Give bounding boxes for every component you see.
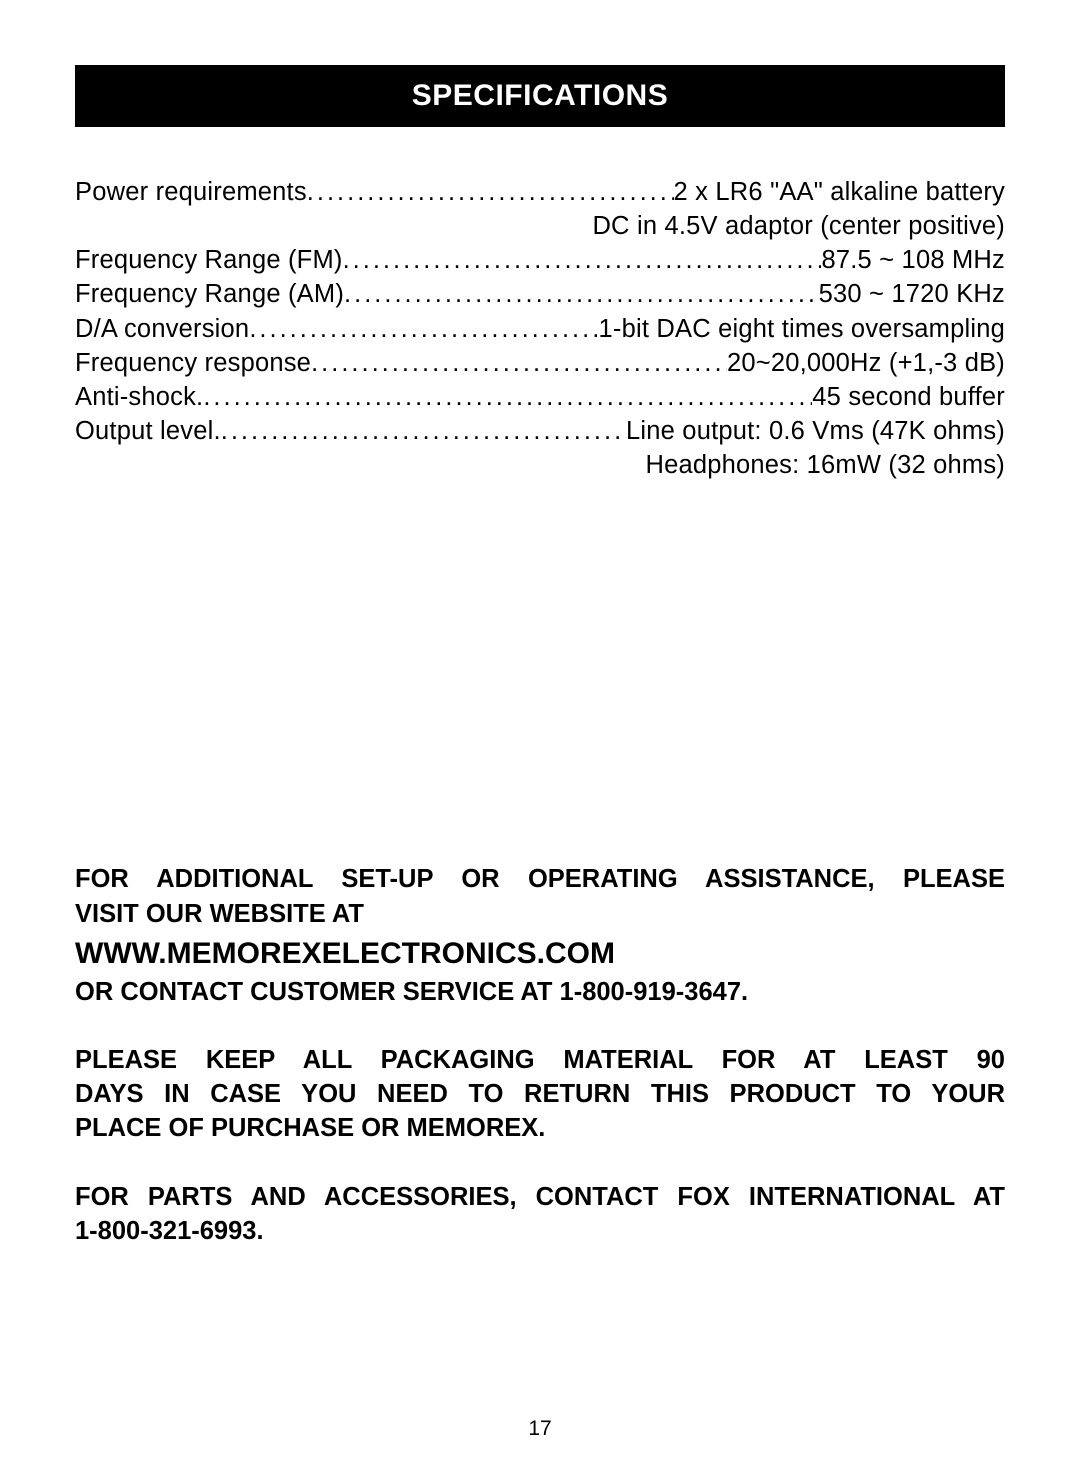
spec-leader-dots	[311, 346, 727, 380]
spec-leader-dots	[203, 380, 812, 414]
spec-leader-dots	[307, 175, 674, 209]
assist-line: OR CONTACT CUSTOMER SERVICE AT 1-800-919…	[75, 975, 1005, 1009]
vertical-spacer	[75, 482, 1005, 862]
spec-value: 45 second buffer	[812, 380, 1005, 414]
spec-leader-dots	[221, 414, 626, 448]
assist-line: FOR PARTS AND ACCESSORIES, CONTACT FOX I…	[75, 1180, 1005, 1214]
spec-label: Frequency Range (FM)	[75, 243, 343, 277]
spec-value: Line output: 0.6 Vms (47K ohms)	[626, 414, 1005, 448]
spec-label: Anti-shock.	[75, 380, 203, 414]
spec-row: Output level. Line output: 0.6 Vms (47K …	[75, 414, 1005, 448]
spec-value: 530 ~ 1720 KHz	[819, 277, 1005, 311]
spec-label: D/A conversion	[75, 312, 249, 346]
spec-row: Frequency response 20~20,000Hz (+1,-3 dB…	[75, 346, 1005, 380]
spec-label: Output level.	[75, 414, 221, 448]
spec-leader-dots	[249, 312, 598, 346]
spec-row: Frequency Range (FM) 87.5 ~ 108 MHz	[75, 243, 1005, 277]
spec-row: Frequency Range (AM) 530 ~ 1720 KHz	[75, 277, 1005, 311]
specifications-list: Power requirements 2 x LR6 "AA" alkaline…	[75, 175, 1005, 482]
spec-leader-dots	[344, 277, 819, 311]
paragraph-gap	[75, 1009, 1005, 1043]
assist-line: FOR ADDITIONAL SET-UP OR OPERATING ASSIS…	[75, 862, 1005, 896]
section-header: SPECIFICATIONS	[75, 65, 1005, 127]
website-url: WWW.MEMOREXELECTRONICS.COM	[75, 931, 1005, 975]
spec-continuation: DC in 4.5V adaptor (center positive)	[75, 209, 1005, 243]
spec-label: Power requirements	[75, 175, 307, 209]
spec-row: Power requirements 2 x LR6 "AA" alkaline…	[75, 175, 1005, 209]
page-number: 17	[0, 1417, 1080, 1441]
assist-line: DAYS IN CASE YOU NEED TO RETURN THIS PRO…	[75, 1077, 1005, 1111]
spec-label: Frequency Range (AM)	[75, 277, 344, 311]
spec-leader-dots	[343, 243, 822, 277]
spec-label: Frequency response	[75, 346, 311, 380]
spec-continuation: Headphones: 16mW (32 ohms)	[75, 448, 1005, 482]
assist-line: PLACE OF PURCHASE OR MEMOREX.	[75, 1111, 1005, 1145]
spec-value: 20~20,000Hz (+1,-3 dB)	[727, 346, 1005, 380]
spec-row: Anti-shock. 45 second buffer	[75, 380, 1005, 414]
assist-line: PLEASE KEEP ALL PACKAGING MATERIAL FOR A…	[75, 1043, 1005, 1077]
assist-line: 1-800-321-6993.	[75, 1214, 1005, 1248]
paragraph-gap	[75, 1146, 1005, 1180]
spec-value: 2 x LR6 "AA" alkaline battery	[674, 175, 1006, 209]
assist-line: VISIT OUR WEBSITE AT	[75, 897, 1005, 931]
spec-value: 1-bit DAC eight times oversampling	[599, 312, 1005, 346]
assistance-block: FOR ADDITIONAL SET-UP OR OPERATING ASSIS…	[75, 862, 1005, 1247]
spec-value: 87.5 ~ 108 MHz	[821, 243, 1005, 277]
spec-row: D/A conversion 1-bit DAC eight times ove…	[75, 312, 1005, 346]
